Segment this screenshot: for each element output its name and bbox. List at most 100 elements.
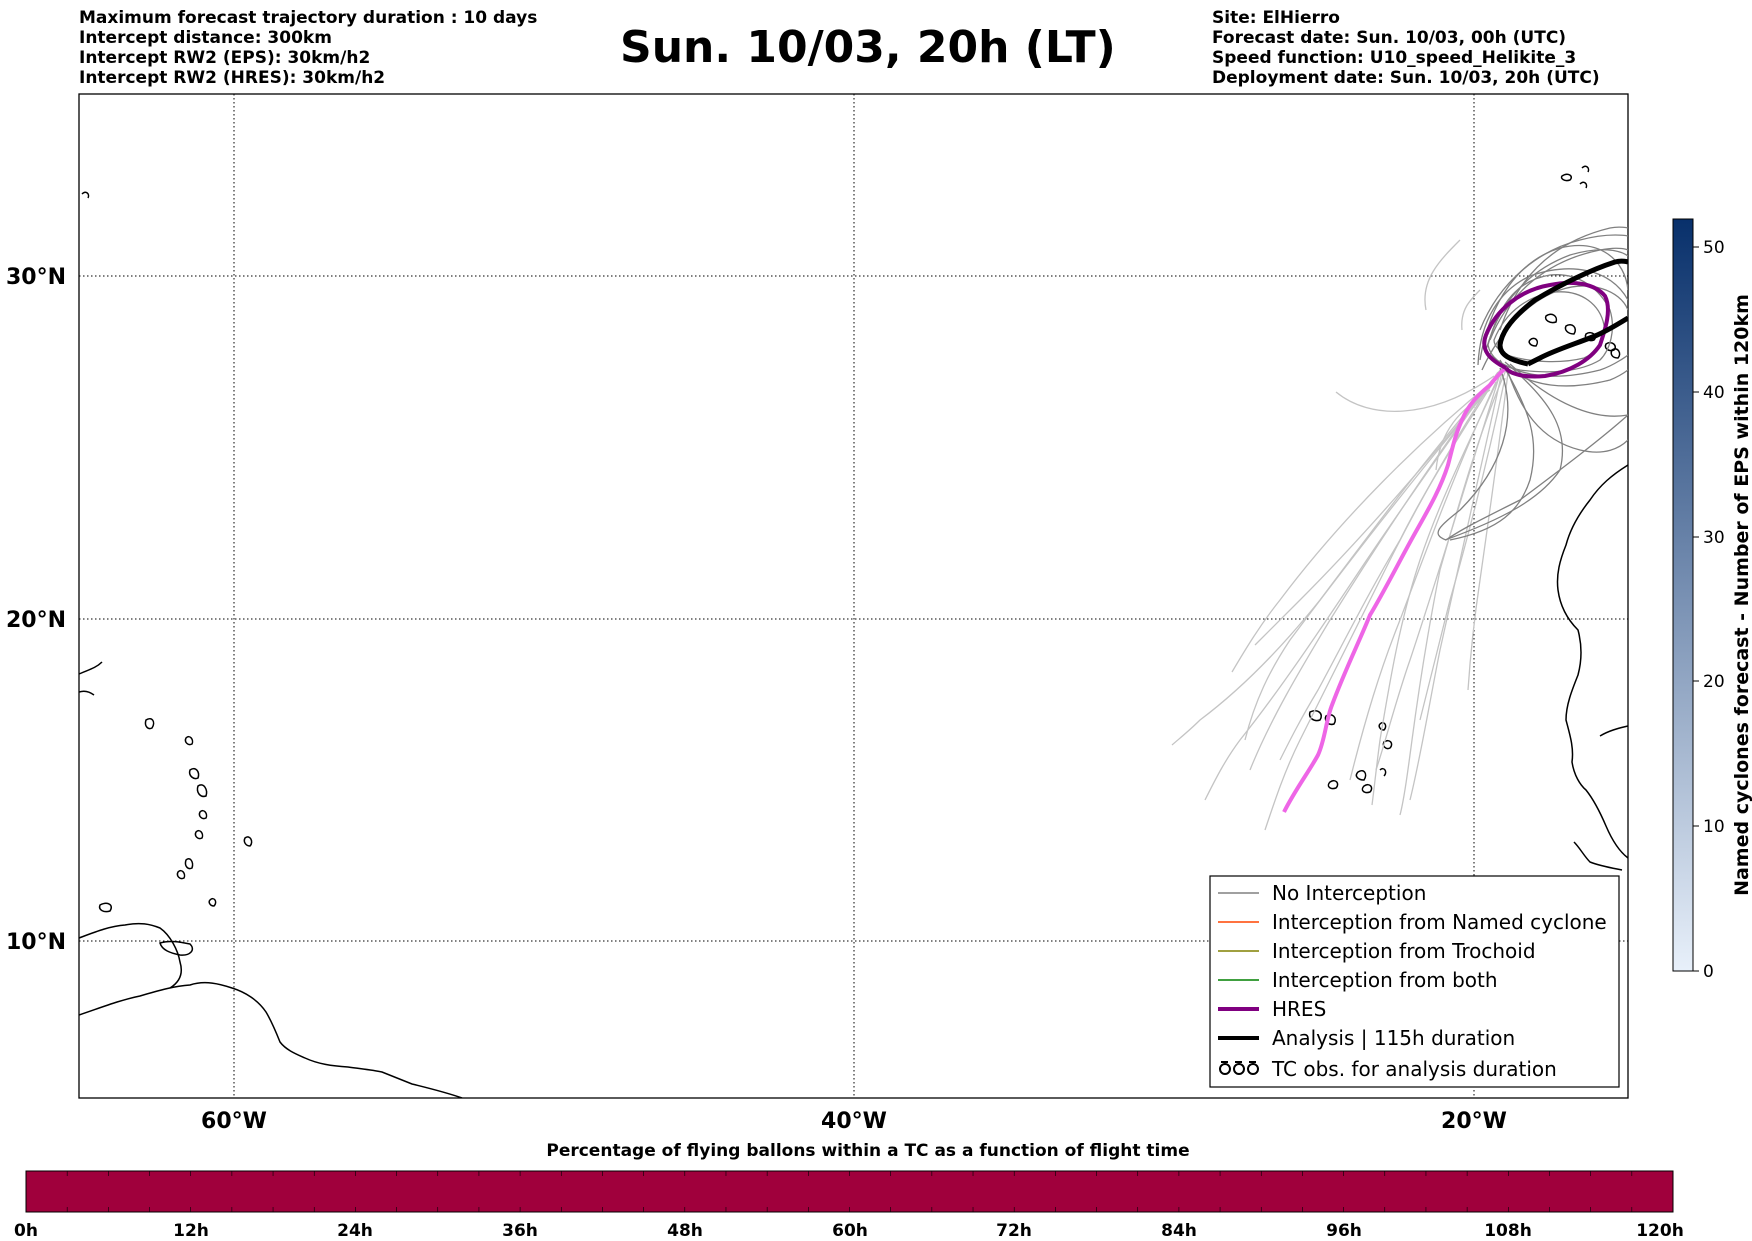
legend-label: No Interception [1272,881,1426,905]
colorbar-right-tick: 40 [1703,383,1725,403]
tc-obs-icon [1219,1061,1259,1075]
africa-bulge [1599,725,1628,737]
eps-track [1371,374,1501,806]
madeira-3 [1581,165,1590,173]
colorbar-bottom-tick: 96h [1326,1221,1362,1241]
colorbar-bottom-tick: 0h [14,1221,38,1241]
eps-track [1264,369,1501,831]
lat-labels: 30°N 20°N 10°N [6,265,66,955]
eps-track [1249,379,1493,771]
island-i [98,902,112,913]
colorbar-right-tick: 50 [1703,238,1725,258]
eps-track [1467,371,1509,691]
legend: No Interception Interception from Named … [1209,875,1620,1088]
eps-track [1461,289,1481,331]
colorbar-bottom-tick: 60h [832,1221,868,1241]
info-line: Intercept RW2 (HRES): 30km/h2 [79,68,386,88]
island-c [196,784,208,798]
eps-track [1424,239,1461,311]
colorbar-bottom-tick: 120h [1636,1221,1684,1241]
eps-track [1445,414,1628,541]
canary-4 [1604,341,1617,352]
eps-track [1231,377,1498,673]
eps-track [1437,367,1509,541]
puerto-rico [79,690,95,696]
cape-verde-8 [1379,767,1387,777]
colorbar-bottom-tick: 108h [1484,1221,1532,1241]
eps-track [1349,381,1497,781]
island-f [184,857,194,870]
canary-5 [1610,348,1621,359]
island-a [184,735,194,746]
coastlines-east [1308,165,1628,871]
colorbar-right-tick: 30 [1703,528,1725,548]
senegal-coast [1573,841,1623,871]
lat-label: 30°N [6,265,66,290]
info-line: Site: ElHierro [1212,8,1340,28]
island-b [188,767,200,780]
island-g [176,869,186,880]
island-j [81,191,90,199]
colorbar-right: 0 10 20 30 40 50 Named cyclones forecast… [1672,218,1752,982]
trinidad [159,940,194,956]
cape-verde-5 [1355,769,1367,781]
eps-track [1499,226,1628,331]
island-k [243,836,253,847]
island-h [144,717,155,730]
cape-verde-6 [1327,779,1339,790]
eps-trajectories [1171,226,1628,831]
colorbar-bottom-tick: 84h [1161,1221,1197,1241]
africa-coast [1556,464,1628,859]
colorbar-bottom-tick: 48h [667,1221,703,1241]
lon-label: 20°W [1441,1109,1507,1134]
analysis-track-return [1526,315,1628,367]
eps-track [1171,377,1497,746]
eps-track [1505,365,1628,453]
canary-6 [1528,337,1539,347]
colorbar-right-label: Named cyclones forecast - Number of EPS … [1731,294,1752,896]
legend-label: Interception from Named cyclone [1272,910,1607,934]
legend-box [1209,875,1620,1088]
eps-track [1435,389,1491,471]
legend-label: Interception from both [1272,968,1498,992]
legend-swatches [1218,892,1259,1075]
eps-track [1335,375,1495,412]
lon-label: 60°W [201,1109,267,1134]
eps-track [1254,384,1491,646]
colorbar-bottom-tick: 24h [337,1221,373,1241]
colorbar-bottom-title: Percentage of flying ballons within a TC… [546,1141,1189,1161]
lat-label: 10°N [6,930,66,955]
colorbar-bottom-tick: 36h [502,1221,538,1241]
hres-loop [1482,280,1610,379]
legend-label: HRES [1272,997,1326,1021]
eps-track [1244,389,1489,741]
madeira [1560,173,1573,182]
island-l [208,897,217,907]
colorbar-right-bar [1672,218,1694,972]
cape-verde-7 [1361,783,1373,794]
eps-track [1487,274,1614,373]
info-line: Speed function: U10_speed_Helikite_3 [1212,48,1577,68]
lat-label: 20°N [6,608,66,633]
colorbar-bottom-tick: 12h [173,1221,209,1241]
colorbar-right-tick: 10 [1703,817,1725,837]
analysis-track [1497,258,1628,367]
colorbar-bottom-ticks [66,1171,1633,1212]
colorbar-bottom-bar [25,1170,1674,1213]
info-line: Intercept distance: 300km [79,28,332,48]
colorbar-bottom: Percentage of flying ballons within a TC… [14,1141,1684,1241]
eps-track [1489,354,1628,377]
island-d [198,809,208,820]
cape-verde-1 [1308,709,1322,722]
info-line: Maximum forecast trajectory duration : 1… [79,8,538,28]
page-title: Sun. 10/03, 20h (LT) [620,22,1116,73]
eps-track [1409,371,1503,801]
colorbar-right-ticks [1693,246,1699,972]
header-info-right: Site: ElHierro Forecast date: Sun. 10/03… [1212,8,1600,88]
colorbar-right-tick: 20 [1703,672,1725,692]
eps-track [1477,268,1628,366]
info-line: Intercept RW2 (EPS): 30km/h2 [79,48,371,68]
venezuela-coast [79,922,182,989]
eps-track [1375,373,1501,771]
hres-forecast-track [1282,366,1508,813]
